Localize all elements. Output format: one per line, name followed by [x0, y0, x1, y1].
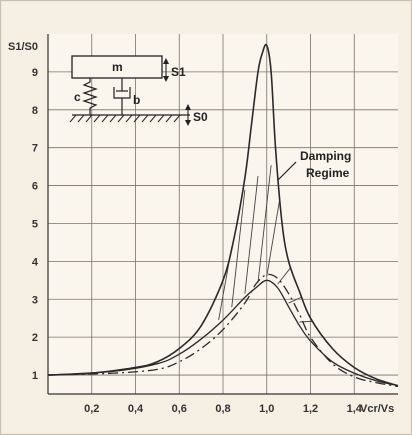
hatch-stroke [231, 189, 246, 308]
y-tick-label: 3 [32, 294, 38, 306]
inset-spring [82, 78, 98, 115]
series-line-dash-dot [47, 273, 399, 388]
y-tick-label: 2 [32, 332, 38, 344]
axes [47, 34, 398, 395]
hatch-stroke [257, 165, 272, 283]
inset-s1-arrowhead-top [163, 58, 169, 64]
ground-hatch-stroke [165, 114, 173, 123]
ground-hatch-stroke [141, 114, 149, 123]
ground-hatch-stroke [93, 114, 101, 123]
ground-hatch-stroke [149, 114, 157, 123]
series-group [47, 43, 399, 388]
y-tick-label: 8 [32, 105, 38, 117]
x-tick-labels: 0,2 0,4 0,6 0,8 1,0 1,2 1,4 [84, 403, 363, 415]
x-tick-label: 1,0 [259, 403, 274, 415]
x-tick-label: 0,8 [215, 403, 230, 415]
inset-damper-label: b [133, 93, 140, 107]
hatch-stroke [288, 296, 302, 304]
annotation-leader [277, 161, 297, 181]
x-tick-label: 1,2 [303, 403, 318, 415]
ground-hatch-stroke [69, 114, 77, 123]
ground-hatch-stroke [85, 114, 93, 123]
x-axis-label: Vcr/Vs [360, 403, 394, 415]
ground-hatch-stroke [109, 114, 117, 123]
series-line-solid-lower [47, 279, 399, 387]
ground-hatch-stroke [125, 114, 133, 123]
ground-hatch-stroke [173, 114, 181, 123]
y-tick-label: 9 [32, 67, 38, 79]
hatch-stroke [244, 176, 259, 294]
inset-s0-label: S0 [193, 110, 208, 124]
inset-s0-arrowhead-top [185, 104, 191, 110]
hatch-stroke [299, 320, 313, 323]
inset-s0-arrowhead-bottom [185, 120, 191, 126]
y-tick-label: 7 [32, 143, 38, 155]
inset-diagram: m c b S1 S0 [69, 55, 208, 126]
ground-hatch-stroke [101, 114, 109, 123]
inset-mass-box [71, 55, 163, 79]
inset-spring-label: c [74, 90, 81, 104]
hatch-stroke [266, 198, 281, 277]
inset-s1-label: S1 [171, 65, 186, 79]
ground-hatch-stroke [117, 114, 125, 123]
x-tick-label: 0,6 [172, 403, 187, 415]
ground-hatch-stroke [133, 114, 141, 123]
y-axis-label: S1/S0 [8, 41, 38, 53]
annotation-damping: Damping [300, 149, 351, 163]
x-tick-label: 1,4 [347, 403, 363, 415]
y-tick-label: 6 [32, 181, 38, 193]
ground-hatch-stroke [157, 114, 165, 123]
series-line-solid [47, 43, 399, 387]
inset-ground-hatch [69, 114, 181, 123]
x-tick-label: 0,4 [128, 403, 144, 415]
inset-mass-label: m [112, 60, 123, 74]
y-tick-label: 5 [32, 218, 38, 230]
inset-s1-arrowhead-bottom [163, 76, 169, 82]
y-tick-labels: 1 2 3 4 5 6 7 8 9 [32, 67, 39, 382]
y-tick-label: 4 [32, 256, 39, 268]
y-tick-label: 1 [32, 370, 38, 382]
x-tick-label: 0,2 [84, 403, 99, 415]
annotation-regime: Regime [306, 166, 350, 180]
grid-lines [48, 34, 398, 394]
ground-hatch-stroke [77, 114, 85, 123]
